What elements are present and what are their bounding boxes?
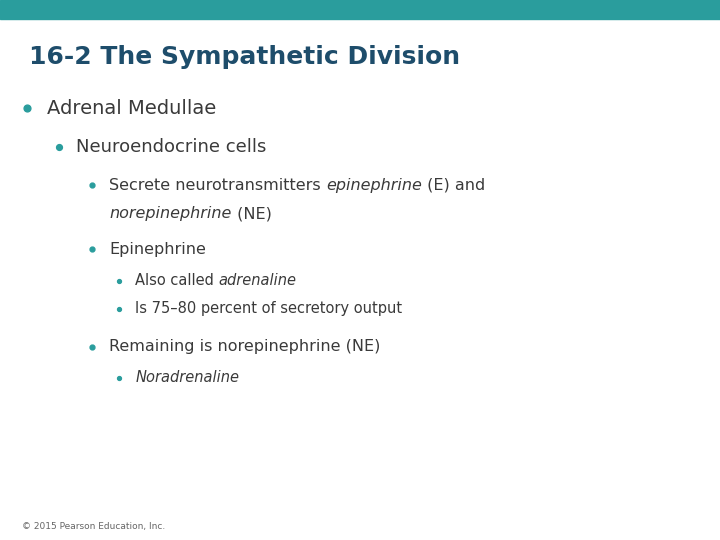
Text: norepinephrine: norepinephrine <box>109 206 232 221</box>
Bar <box>0 0 720 19</box>
Text: Adrenal Medullae: Adrenal Medullae <box>47 98 216 118</box>
Text: Is 75–80 percent of secretory output: Is 75–80 percent of secretory output <box>135 301 402 316</box>
Text: Secrete neurotransmitters: Secrete neurotransmitters <box>109 178 326 193</box>
Text: Epinephrine: Epinephrine <box>109 242 207 257</box>
Text: Also called: Also called <box>135 273 219 288</box>
Text: (E) and: (E) and <box>422 178 485 193</box>
Text: 16-2 The Sympathetic Division: 16-2 The Sympathetic Division <box>29 45 460 69</box>
Text: epinephrine: epinephrine <box>326 178 422 193</box>
Text: adrenaline: adrenaline <box>219 273 297 288</box>
Text: © 2015 Pearson Education, Inc.: © 2015 Pearson Education, Inc. <box>22 522 165 531</box>
Text: Remaining is norepinephrine (NE): Remaining is norepinephrine (NE) <box>109 339 381 354</box>
Text: (NE): (NE) <box>232 206 271 221</box>
Text: Neuroendocrine cells: Neuroendocrine cells <box>76 138 266 156</box>
Text: Noradrenaline: Noradrenaline <box>135 370 239 386</box>
